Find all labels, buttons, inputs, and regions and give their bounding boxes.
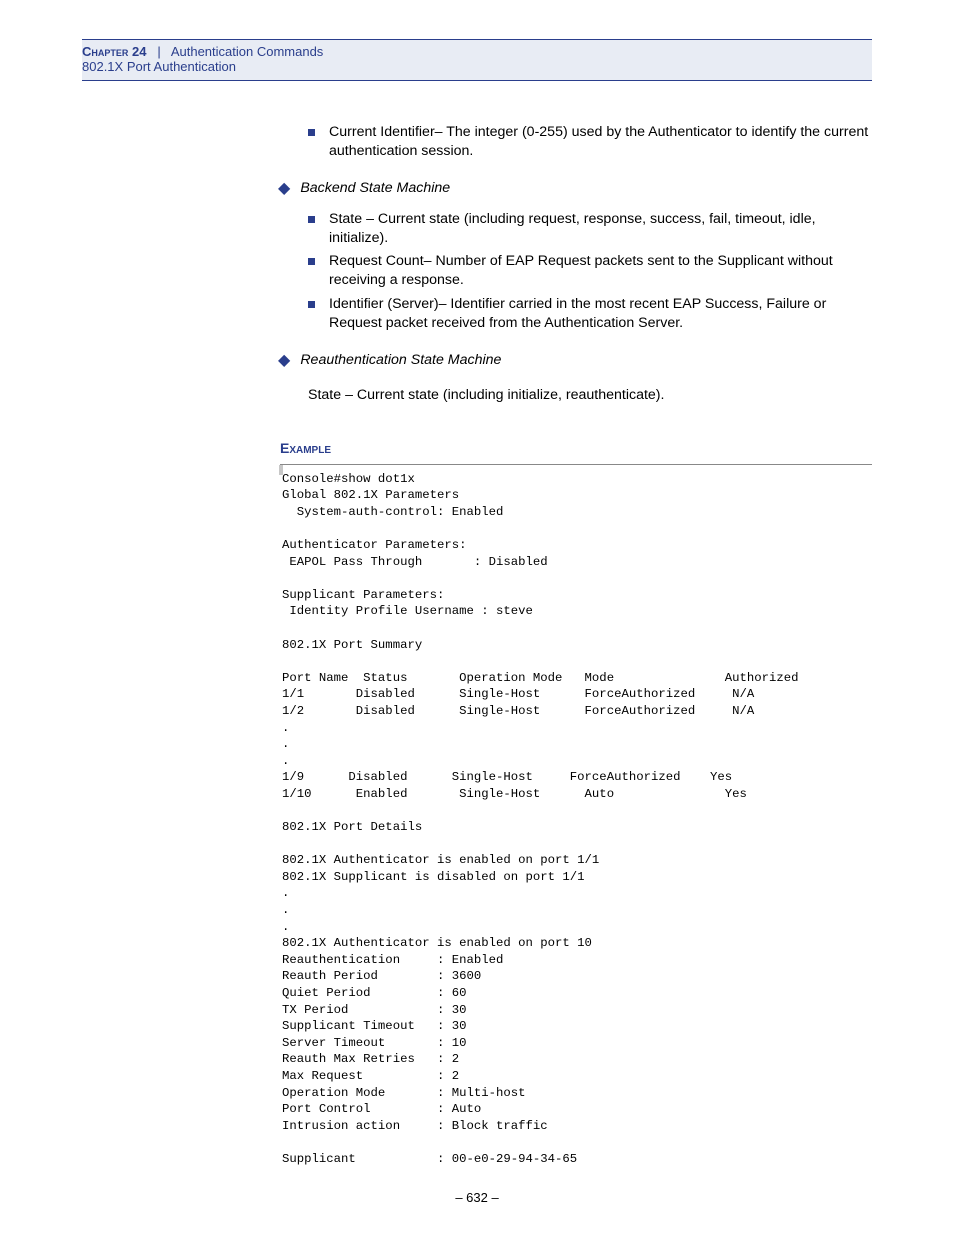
header-subtitle: 802.1X Port Authentication bbox=[82, 59, 872, 74]
square-bullet-icon bbox=[308, 258, 315, 265]
chapter-title: Authentication Commands bbox=[171, 44, 323, 59]
list-item-text: State – Current state (including request… bbox=[329, 210, 872, 248]
list-item-text: Request Count– Number of EAP Request pac… bbox=[329, 252, 872, 290]
diamond-bullet-icon: ◆ bbox=[278, 350, 290, 372]
example-label: Example bbox=[280, 439, 872, 458]
header-separator: | bbox=[157, 44, 160, 59]
list-item-text: Identifier (Server)– Identifier carried … bbox=[329, 295, 872, 333]
diamond-bullet-icon: ◆ bbox=[278, 178, 290, 200]
intro-list: Current Identifier– The integer (0-255) … bbox=[308, 123, 872, 161]
section-body-text: State – Current state (including initial… bbox=[308, 386, 872, 405]
section-title: Backend State Machine bbox=[300, 179, 872, 200]
square-bullet-icon bbox=[308, 301, 315, 308]
section-heading: ◆ Reauthentication State Machine bbox=[278, 351, 872, 372]
square-bullet-icon bbox=[308, 129, 315, 136]
list-item: State – Current state (including request… bbox=[308, 210, 872, 248]
list-item: Identifier (Server)– Identifier carried … bbox=[308, 295, 872, 333]
square-bullet-icon bbox=[308, 216, 315, 223]
page: Chapter 24 | Authentication Commands 802… bbox=[0, 0, 954, 1235]
page-number: – 632 – bbox=[0, 1190, 954, 1205]
chapter-label: Chapter 24 bbox=[82, 44, 146, 59]
list-item: Request Count– Number of EAP Request pac… bbox=[308, 252, 872, 290]
code-block: Console#show dot1x Global 802.1X Paramet… bbox=[280, 464, 872, 1168]
list-item: Current Identifier– The integer (0-255) … bbox=[308, 123, 872, 161]
header-line-1: Chapter 24 | Authentication Commands bbox=[82, 44, 872, 59]
page-header: Chapter 24 | Authentication Commands 802… bbox=[82, 40, 872, 81]
section-heading: ◆ Backend State Machine bbox=[278, 179, 872, 200]
body: Current Identifier– The integer (0-255) … bbox=[280, 123, 872, 1168]
list-item-text: Current Identifier– The integer (0-255) … bbox=[329, 123, 872, 161]
section-list: State – Current state (including request… bbox=[308, 210, 872, 333]
section-title: Reauthentication State Machine bbox=[300, 351, 872, 372]
